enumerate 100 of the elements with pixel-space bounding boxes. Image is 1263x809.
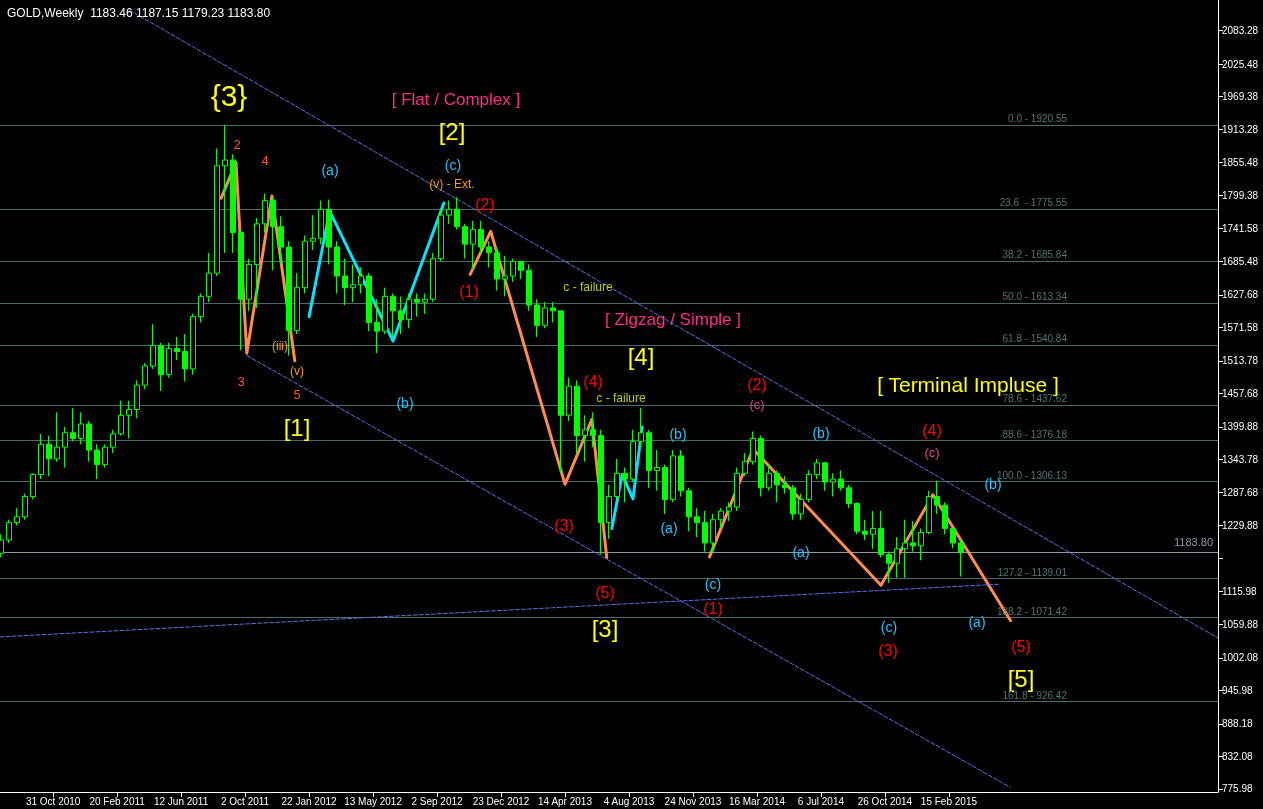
y-tick-label: 1799.38 <box>1222 189 1259 201</box>
candlestick <box>238 229 244 351</box>
annotation: 88.6 - 1376.18 <box>1002 428 1068 440</box>
candlestick <box>54 411 60 463</box>
annotation: (c) <box>704 576 722 592</box>
annotation: 3 <box>237 373 245 389</box>
candlestick <box>542 301 548 329</box>
y-tick-label: 1002.08 <box>1222 652 1259 664</box>
annotation: [ Zigzag / Simple ] <box>604 309 742 329</box>
candlestick <box>414 292 420 318</box>
candlestick <box>790 484 796 521</box>
candlestick <box>174 336 180 361</box>
annotation: (4) <box>922 421 942 439</box>
candlestick <box>278 215 284 265</box>
candlestick <box>838 469 844 492</box>
annotation: [ Flat / Complex ] <box>391 89 521 109</box>
annotation: (a) <box>321 162 339 178</box>
candlestick <box>14 507 20 527</box>
x-tick-label: 13 May 2012 <box>344 795 403 807</box>
candlestick <box>710 513 716 554</box>
candlestick <box>670 449 676 503</box>
candlestick <box>222 124 228 254</box>
candlestick <box>478 220 484 254</box>
annotation: (v) - Ext. <box>429 177 475 191</box>
candlestick <box>918 527 924 561</box>
candlestick <box>382 287 388 335</box>
candlestick <box>822 461 828 492</box>
candlestick <box>526 263 532 312</box>
candlestick <box>638 407 644 448</box>
y-tick-label: 1913.28 <box>1222 123 1259 135</box>
candlestick <box>646 429 652 489</box>
y-tick-label: 1229.88 <box>1222 520 1259 532</box>
candlestick <box>230 153 236 254</box>
candlestick <box>430 252 436 303</box>
x-tick-label: 2 Sep 2012 <box>411 795 464 807</box>
y-tick-label: 775.98 <box>1222 783 1254 795</box>
candlestick <box>814 458 820 480</box>
y-tick-label: 1287.68 <box>1222 486 1259 498</box>
annotation: 5 <box>293 386 301 402</box>
y-tick-label: 1627.68 <box>1222 289 1259 301</box>
candlestick <box>246 258 252 312</box>
candlestick <box>830 472 836 498</box>
annotation: (a) <box>968 614 986 630</box>
x-tick-label: 24 Nov 2013 <box>664 795 722 807</box>
candlestick <box>182 333 188 383</box>
x-tick-label: 6 Jul 2014 <box>797 795 845 807</box>
candlestick <box>494 246 500 292</box>
x-tick-label: 26 Oct 2014 <box>857 795 913 807</box>
candlestick <box>86 420 92 463</box>
candlestick <box>94 443 100 480</box>
candlestick <box>366 272 372 332</box>
y-tick-label: 945.98 <box>1222 684 1254 696</box>
candlestick <box>910 520 916 553</box>
candlestick <box>462 223 468 260</box>
candlestick <box>118 400 124 437</box>
candlestick <box>270 196 276 271</box>
candlestick <box>750 431 756 466</box>
candlestick <box>734 467 740 512</box>
candlestick <box>158 342 164 392</box>
candlestick <box>766 464 772 492</box>
candlestick <box>510 258 516 283</box>
candlestick <box>774 469 780 503</box>
candlestick <box>662 464 668 515</box>
candlestick <box>78 411 84 445</box>
annotation: [3] <box>591 614 619 642</box>
candlestick <box>622 467 628 503</box>
candlestick <box>630 429 636 483</box>
x-tick-label: 2 Oct 2011 <box>220 795 270 807</box>
candlestick <box>134 379 140 419</box>
x-tick-label: 14 Apr 2013 <box>538 795 593 807</box>
candlestick <box>958 539 964 578</box>
annotation: 4 <box>261 152 269 168</box>
annotation: 127.2 - 1139.01 <box>997 566 1068 578</box>
candlestick <box>654 449 660 492</box>
y-tick-label: 888.18 <box>1222 718 1254 730</box>
annotation: 0.0 - 1920.55 <box>1008 112 1068 124</box>
candlestick <box>446 200 452 225</box>
candlestick <box>342 258 348 306</box>
candlestick <box>214 147 220 277</box>
candlestick <box>902 519 908 579</box>
y-tick-label: 2025.48 <box>1222 58 1259 70</box>
candlestick <box>846 484 852 509</box>
candlestick <box>166 342 172 379</box>
annotation: [1] <box>283 413 311 441</box>
x-tick-label: 4 Aug 2013 <box>603 795 655 807</box>
annotation: (b) <box>812 425 830 441</box>
annotation: (4) <box>583 372 603 390</box>
candlestick <box>878 510 884 558</box>
candlestick <box>934 480 940 515</box>
candlestick <box>862 519 868 541</box>
candlestick <box>870 510 876 550</box>
candlestick <box>6 519 12 544</box>
y-tick-label: 1969.38 <box>1222 91 1259 103</box>
candlestick <box>318 200 324 245</box>
candlestick <box>950 527 956 549</box>
x-tick-label: 20 Feb 2011 <box>89 795 146 807</box>
annotation: 61.8 - 1540.84 <box>1002 332 1068 344</box>
candlestick <box>390 292 396 338</box>
annotation: 2 <box>233 136 241 152</box>
candlestick <box>702 510 708 553</box>
